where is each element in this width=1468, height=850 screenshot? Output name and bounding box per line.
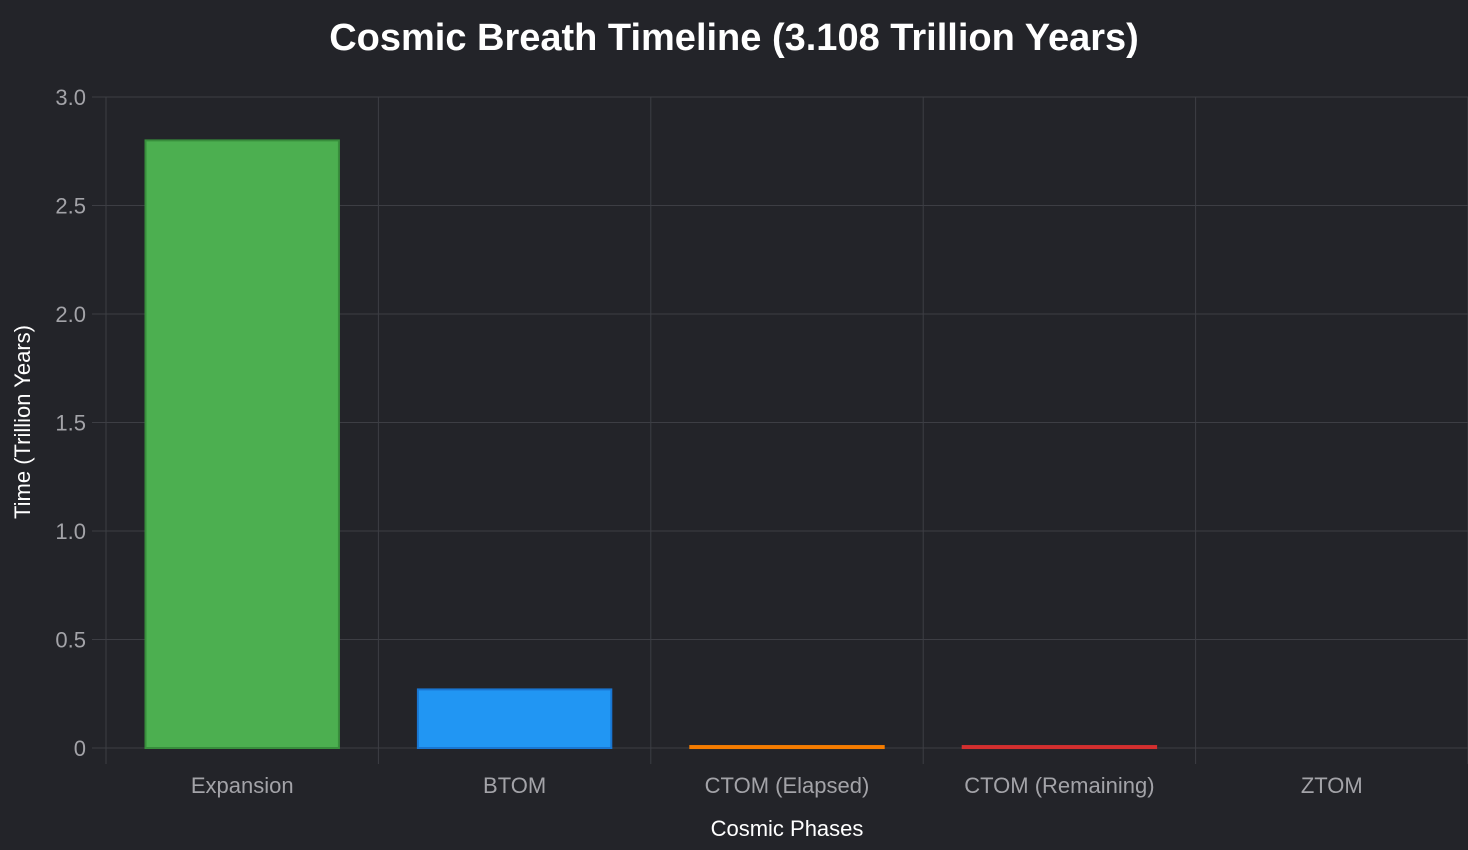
x-tick-label: Expansion (191, 773, 294, 798)
x-axis-ticks: Expansion BTOM CTOM (Elapsed) CTOM (Remaini… (191, 773, 1363, 798)
y-tick-label: 2.5 (55, 194, 86, 219)
x-tick-label: CTOM (Remaining) (964, 773, 1154, 798)
bars (144, 139, 1158, 750)
x-tick-label: BTOM (483, 773, 546, 798)
y-tick-label: 0 (74, 736, 86, 761)
chart-title: Cosmic Breath Timeline (3.108 Trillion Y… (329, 17, 1139, 59)
x-tick-label: CTOM (Elapsed) (705, 773, 870, 798)
x-tick-label: ZTOM (1301, 773, 1363, 798)
y-tick-label: 0.5 (55, 628, 86, 653)
y-tick-label: 1.5 (55, 411, 86, 436)
y-tick-label: 3.0 (55, 85, 86, 110)
y-tick-label: 1.0 (55, 519, 86, 544)
y-axis-title: Time (Trillion Years) (10, 325, 35, 519)
bar[interactable] (416, 688, 613, 749)
bar[interactable] (144, 139, 340, 749)
x-axis-title: Cosmic Phases (711, 816, 864, 841)
bar[interactable] (689, 745, 885, 750)
y-axis-ticks: 0 0.5 1.0 1.5 2.0 2.5 3.0 (55, 85, 86, 761)
y-tick-label: 2.0 (55, 302, 86, 327)
bar[interactable] (961, 745, 1158, 750)
